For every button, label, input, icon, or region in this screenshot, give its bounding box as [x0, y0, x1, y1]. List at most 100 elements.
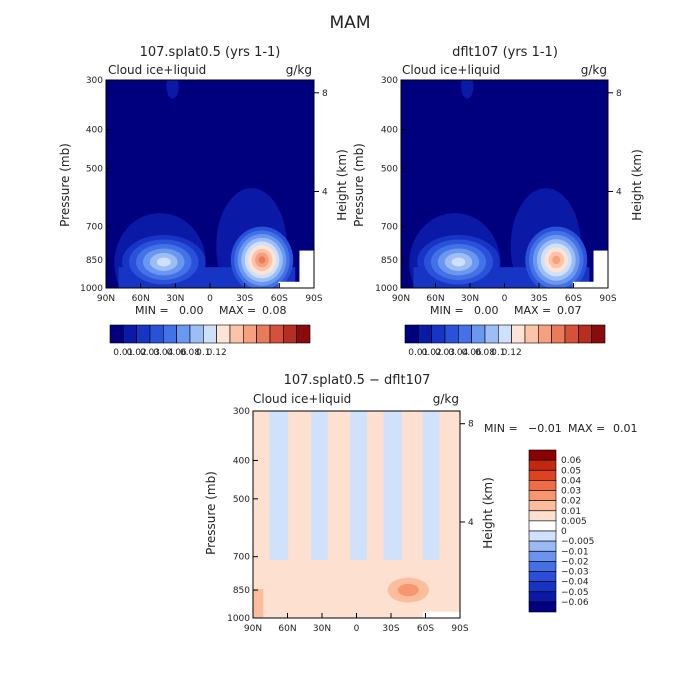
- y-tick-label: 850: [233, 586, 250, 596]
- colorbar-swatch: [282, 324, 297, 344]
- x-tick-label: 90N: [97, 294, 115, 304]
- colorbar-swatch: [528, 500, 557, 512]
- min-label: MIN =: [135, 304, 169, 317]
- colorbar: 0.010.020.030.040.060.080.10.12: [109, 324, 311, 358]
- colorbar-swatch: [524, 324, 539, 344]
- max-label: MAX =: [219, 304, 256, 317]
- max-label: MAX =: [514, 304, 551, 317]
- colorbar-swatch: [471, 324, 486, 344]
- variable-label: Cloud ice+liquid: [402, 63, 500, 77]
- sh-maximum-contour-level: [258, 256, 266, 264]
- y-tick-label: 700: [381, 222, 398, 232]
- missing-data: [299, 250, 314, 288]
- x-tick-label: 30S: [236, 294, 253, 304]
- y-tick-label: 1000: [80, 284, 103, 294]
- colorbar-swatch: [176, 324, 191, 344]
- x-tick-label: 30S: [382, 624, 399, 634]
- colorbar-label: 0.03: [435, 348, 455, 358]
- y-axis-right-label: Height (km): [335, 149, 349, 220]
- x-tick-label: 30S: [530, 294, 547, 304]
- missing-data: [593, 250, 608, 288]
- y-right-tick-label: 8: [322, 89, 328, 99]
- units-label: g/kg: [433, 392, 459, 406]
- colorbar-label: 0.04: [448, 348, 468, 358]
- colorbar: 0.060.050.040.030.020.010.0050−0.005−0.0…: [528, 449, 594, 613]
- y-tick-label: 300: [381, 76, 398, 86]
- colorbar-label: −0.05: [561, 588, 589, 598]
- y-tick-label: 500: [86, 164, 103, 174]
- y-tick-label: 1000: [375, 284, 398, 294]
- panel-diff: 107.splat0.5 − dflt107 Cloud ice+liquid …: [204, 373, 638, 634]
- colorbar-swatch: [528, 510, 557, 522]
- x-tick-label: 0: [502, 294, 508, 304]
- figure-title: MAM: [330, 13, 371, 33]
- colorbar-label: 0.02: [422, 348, 442, 358]
- colorbar-label: −0.03: [561, 568, 589, 578]
- colorbar-label: 0.08: [475, 348, 495, 358]
- colorbar-label: 0.04: [561, 476, 581, 486]
- colorbar-swatch: [269, 324, 284, 344]
- panel-title: dflt107 (yrs 1-1): [452, 45, 558, 60]
- colorbar-label: −0.005: [561, 537, 594, 547]
- panel-left: 107.splat0.5 (yrs 1-1) Cloud ice+liquid …: [58, 45, 349, 358]
- y-tick-label: 850: [86, 256, 103, 266]
- colorbar-swatch: [444, 324, 459, 344]
- x-tick-label: 60S: [271, 294, 288, 304]
- y-axis-label: Pressure (mb): [352, 143, 366, 227]
- colorbar-swatch: [528, 591, 557, 603]
- colorbar-swatch: [149, 324, 164, 344]
- x-tick-label: 30N: [166, 294, 184, 304]
- colorbar-label: 0.02: [561, 497, 581, 507]
- colorbar-swatch: [431, 324, 446, 344]
- colorbar-swatch: [229, 324, 244, 344]
- panel-right: dflt107 (yrs 1-1) Cloud ice+liquid g/kg …: [352, 45, 644, 358]
- sh-maximum-contour-level: [552, 255, 561, 265]
- y-right-tick-label: 4: [322, 188, 328, 198]
- plot-area: [106, 80, 314, 288]
- min-value: 0.00: [179, 304, 204, 317]
- min-value: 0.00: [474, 304, 499, 317]
- colorbar-label: 0.12: [502, 348, 522, 358]
- colorbar-swatch: [577, 324, 592, 344]
- y-right-tick-label: 8: [616, 89, 622, 99]
- y-right-tick-label: 8: [468, 420, 474, 430]
- y-tick-label: 1000: [227, 614, 250, 624]
- x-tick-label: 60N: [278, 624, 296, 634]
- y-tick-label: 700: [233, 553, 250, 563]
- colorbar-label: 0.06: [561, 456, 581, 466]
- colorbar-swatch: [551, 324, 566, 344]
- colorbar-swatch: [136, 324, 151, 344]
- y-axis-label: Pressure (mb): [204, 471, 218, 555]
- colorbar-swatch: [528, 550, 557, 562]
- missing-data: [572, 281, 608, 288]
- colorbar-swatch: [537, 324, 552, 344]
- y-tick-label: 850: [381, 256, 398, 266]
- colorbar-swatch: [511, 324, 526, 344]
- colorbar-label: −0.01: [561, 547, 589, 557]
- colorbar-label: 0.06: [167, 348, 187, 358]
- colorbar-label: 0.1: [491, 348, 505, 358]
- x-tick-label: 60S: [417, 624, 434, 634]
- max-value: 0.01: [613, 422, 638, 435]
- y-right-tick-label: 4: [468, 518, 474, 528]
- colorbar-swatch: [564, 324, 579, 344]
- colorbar-label: 0: [561, 527, 567, 537]
- variable-label: Cloud ice+liquid: [108, 63, 206, 77]
- nh-maximum-contour-level: [451, 257, 466, 267]
- x-tick-label: 0: [354, 624, 360, 634]
- colorbar-swatch: [404, 324, 419, 344]
- colorbar-swatch: [189, 324, 204, 344]
- y-tick-label: 400: [381, 126, 398, 136]
- colorbar-swatch: [528, 601, 557, 613]
- x-tick-label: 90S: [305, 294, 322, 304]
- colorbar-swatch: [216, 324, 231, 344]
- colorbar-label: 0.04: [153, 348, 173, 358]
- colorbar-swatch: [528, 449, 557, 461]
- min-label: MIN =: [430, 304, 464, 317]
- x-tick-label: 60N: [426, 294, 444, 304]
- y-tick-label: 300: [86, 76, 103, 86]
- difference-band: [253, 589, 264, 618]
- colorbar-label: 0.06: [462, 348, 482, 358]
- units-label: g/kg: [286, 63, 312, 77]
